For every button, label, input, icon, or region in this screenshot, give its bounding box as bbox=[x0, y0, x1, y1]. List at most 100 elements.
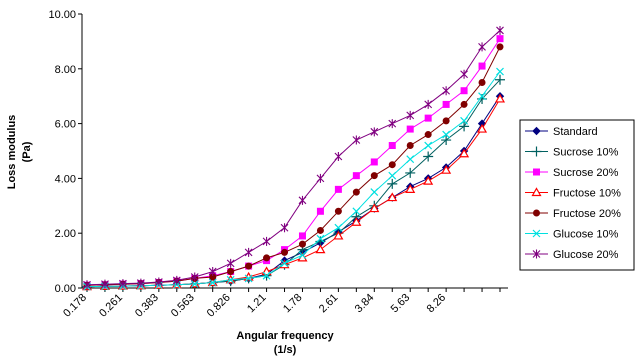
data-point-fructose-10 bbox=[351, 217, 362, 226]
data-point-glucose-20 bbox=[172, 275, 181, 285]
data-point-sucrose-10 bbox=[441, 135, 452, 146]
data-point-glucose-20 bbox=[154, 277, 163, 287]
legend-label: Fructose 20% bbox=[553, 208, 621, 220]
y-axis-ticks: 0.00 2.00 4.00 6.00 8.00 10.00 bbox=[48, 9, 82, 295]
data-point-glucose-20 bbox=[424, 99, 433, 109]
data-point-fructose-20 bbox=[478, 79, 486, 86]
data-point-glucose-20 bbox=[226, 258, 235, 268]
data-point-glucose-10 bbox=[442, 130, 451, 139]
data-point-fructose-20 bbox=[245, 262, 253, 270]
data-point-glucose-10 bbox=[478, 92, 486, 101]
data-point-sucrose-10 bbox=[423, 151, 434, 162]
y-tick-label: 0.00 bbox=[55, 283, 76, 295]
data-point-glucose-20 bbox=[190, 272, 199, 282]
legend-item-fructose-10: Fructose 10% bbox=[525, 187, 621, 200]
y-tick-label: 6.00 bbox=[55, 119, 76, 131]
legend-marker bbox=[532, 249, 541, 259]
x-tick-label: 3.84 bbox=[353, 292, 377, 316]
data-point-fructose-20 bbox=[316, 226, 324, 234]
x-tick-label: 8.26 bbox=[425, 292, 449, 316]
legend-label: Sucrose 10% bbox=[553, 147, 619, 159]
data-point-glucose-10 bbox=[424, 141, 433, 150]
data-point-sucrose-20 bbox=[424, 114, 432, 122]
series-line-glucose-20 bbox=[86, 30, 501, 286]
data-point-glucose-20 bbox=[298, 195, 307, 205]
data-point-glucose-10 bbox=[298, 251, 307, 260]
x-tick-label: 0.563 bbox=[169, 292, 197, 320]
legend-label: Glucose 10% bbox=[553, 229, 619, 241]
legend: Standard Sucrose 10% Sucrose 20% Fructose 1… bbox=[519, 119, 635, 271]
data-point-glucose-10 bbox=[406, 155, 415, 164]
data-point-fructose-10 bbox=[261, 266, 272, 276]
legend-marker bbox=[533, 209, 540, 217]
y-tick-label: 8.00 bbox=[55, 64, 76, 76]
data-point-glucose-10 bbox=[352, 207, 361, 216]
x-tick-label: 0.383 bbox=[133, 292, 161, 320]
data-point-sucrose-20 bbox=[298, 232, 306, 240]
x-tick-label: 0.178 bbox=[61, 292, 89, 320]
data-point-sucrose-20 bbox=[316, 207, 324, 215]
data-point-glucose-20 bbox=[83, 280, 91, 290]
data-point-glucose-10 bbox=[244, 274, 253, 283]
series-line-fructose-20 bbox=[86, 46, 501, 286]
legend-item-standard: Standard bbox=[525, 126, 598, 138]
data-point-sucrose-20 bbox=[352, 172, 360, 180]
data-point-glucose-20 bbox=[244, 247, 253, 257]
data-point-glucose-10 bbox=[280, 259, 289, 268]
data-point-fructose-20 bbox=[424, 131, 432, 139]
data-point-sucrose-20 bbox=[388, 142, 396, 150]
x-axis-title-line1: Angular frequency bbox=[236, 330, 334, 342]
legend-marker bbox=[532, 126, 541, 136]
legend-item-glucose-10: Glucose 10% bbox=[525, 229, 619, 241]
data-point-sucrose-20 bbox=[334, 185, 342, 193]
data-point-fructose-20 bbox=[281, 248, 289, 256]
x-tick-label: 2.61 bbox=[317, 292, 341, 316]
data-point-fructose-20 bbox=[370, 172, 378, 180]
data-point-fructose-20 bbox=[388, 161, 396, 169]
data-point-fructose-20 bbox=[352, 188, 360, 196]
legend-label: Glucose 20% bbox=[553, 249, 619, 261]
data-point-fructose-10 bbox=[423, 175, 434, 185]
legend-item-glucose-20: Glucose 20% bbox=[525, 249, 619, 261]
data-point-fructose-10 bbox=[441, 164, 452, 174]
data-point-sucrose-10 bbox=[387, 178, 398, 189]
x-tick-label: 1.78 bbox=[281, 292, 305, 316]
data-point-glucose-20 bbox=[478, 42, 486, 52]
data-point-glucose-20 bbox=[496, 25, 504, 35]
data-point-sucrose-20 bbox=[478, 62, 486, 70]
data-point-glucose-10 bbox=[190, 279, 199, 288]
data-point-glucose-10 bbox=[460, 116, 469, 125]
data-point-fructose-20 bbox=[334, 207, 342, 215]
data-point-sucrose-20 bbox=[442, 100, 450, 108]
data-point-glucose-20 bbox=[460, 69, 468, 79]
series-line-standard bbox=[86, 95, 501, 288]
data-point-sucrose-20 bbox=[370, 158, 378, 166]
data-point-glucose-20 bbox=[316, 173, 325, 183]
legend-item-sucrose-10: Sucrose 10% bbox=[525, 146, 619, 159]
legend-label: Standard bbox=[553, 126, 598, 138]
legend-marker bbox=[531, 187, 542, 197]
legend-marker bbox=[531, 146, 542, 157]
data-point-glucose-10 bbox=[370, 188, 379, 197]
plot-area: 0.00 2.00 4.00 6.00 8.00 10.00 0.178 0.261 0.38… bbox=[48, 9, 508, 320]
data-point-fructose-20 bbox=[263, 254, 271, 262]
data-point-fructose-10 bbox=[405, 184, 416, 193]
data-point-fructose-20 bbox=[496, 43, 504, 51]
data-point-sucrose-20 bbox=[406, 125, 414, 133]
data-point-fructose-10 bbox=[369, 203, 380, 213]
legend-marker bbox=[532, 229, 541, 238]
data-point-fructose-20 bbox=[227, 268, 235, 276]
data-point-fructose-20 bbox=[298, 240, 306, 248]
data-point-glucose-20 bbox=[101, 279, 109, 289]
legend-label: Sucrose 20% bbox=[553, 167, 619, 179]
data-point-fructose-10 bbox=[387, 192, 398, 202]
series-fructose-20 bbox=[83, 43, 504, 289]
series-standard bbox=[82, 91, 505, 291]
data-point-fructose-10 bbox=[494, 93, 506, 103]
x-tick-label: 0.826 bbox=[205, 292, 233, 320]
series-sucrose-20 bbox=[83, 35, 504, 289]
data-point-fructose-20 bbox=[460, 100, 468, 108]
series-glucose-20 bbox=[83, 25, 504, 290]
x-tick-label: 1.21 bbox=[245, 292, 269, 316]
